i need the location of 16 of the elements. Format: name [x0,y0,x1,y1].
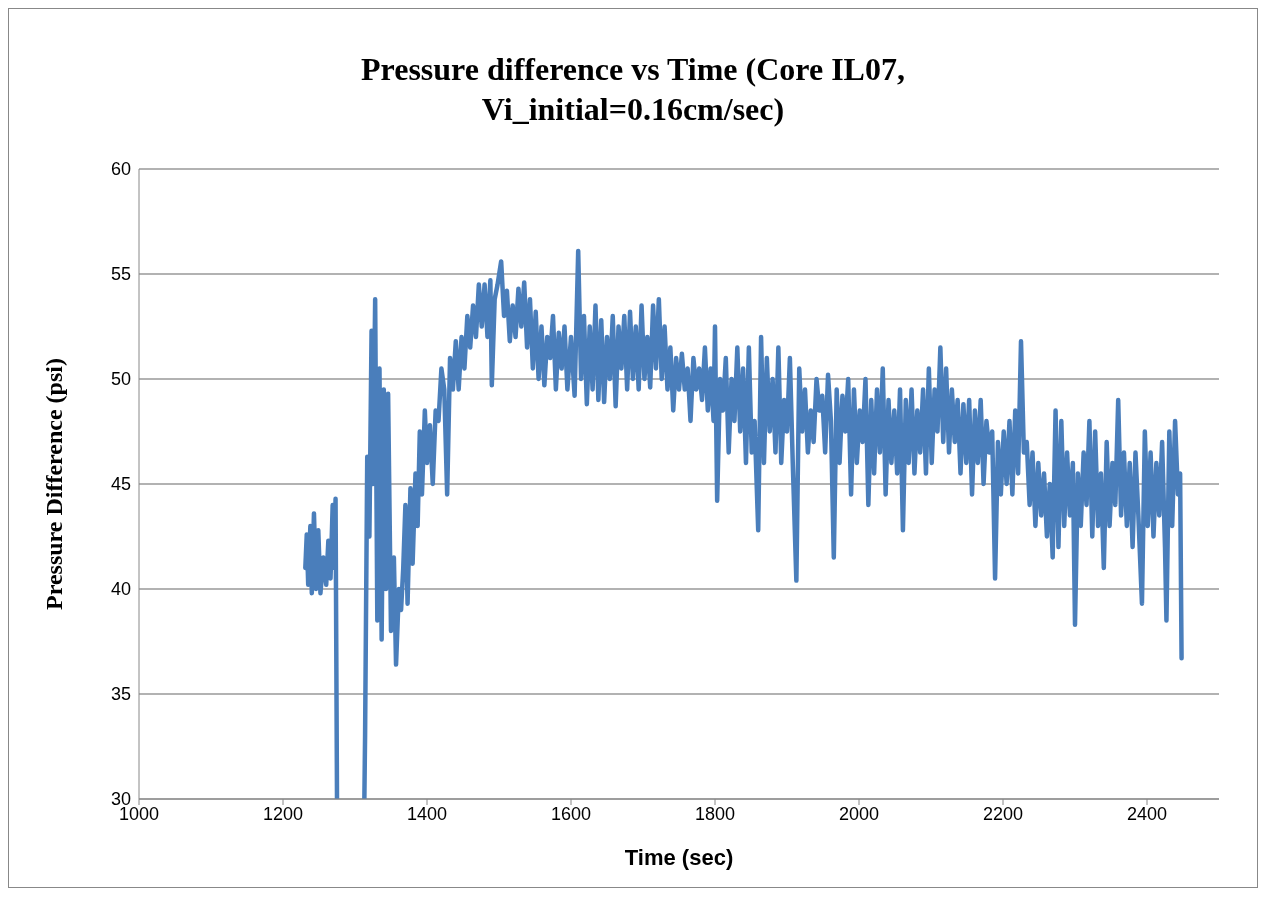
x-tick-label: 1200 [262,803,304,824]
x-axis-title: Time (sec) [624,845,734,870]
x-tick-label: 2000 [838,803,880,824]
y-tick-label: 45 [110,474,131,495]
x-tick-label: 1400 [406,803,448,824]
y-tick-label: 50 [110,369,131,390]
y-tick-label: 60 [110,159,131,180]
x-tick-label: 2200 [982,803,1024,824]
y-tick-label: 55 [110,264,131,285]
x-tick-label: 1600 [550,803,592,824]
y-tick-label: 40 [110,579,131,600]
x-tick-label: 2400 [1126,803,1168,824]
y-axis-title: Pressure Difference (psi) [40,358,67,610]
chart-title: Pressure difference vs Time (Core IL07, Vi_initial=0.16cm/sec) [360,50,906,129]
y-tick-label: 35 [110,684,131,705]
x-tick-label: 1800 [694,803,736,824]
